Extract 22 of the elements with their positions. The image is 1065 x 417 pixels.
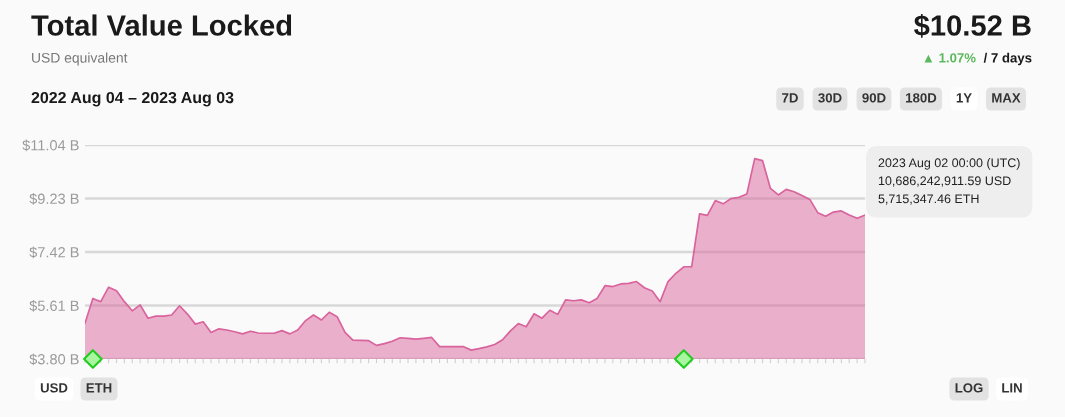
text: 2023 Aug 02 00:00 (UTC) 10,686,242,911.59 USD 5,715,347.46 ETH <box>878 158 1020 205</box>
text: 30D <box>818 93 842 103</box>
y-tick-label: $11.04 B <box>22 139 79 152</box>
text: / 7 days <box>983 52 1032 66</box>
text: 1Y <box>956 93 972 103</box>
text: 90D <box>862 93 886 103</box>
text: $10.52 B <box>914 13 1031 38</box>
text: 180D <box>906 93 937 103</box>
text: LOG <box>955 383 983 393</box>
chart-title: Total Value Locked <box>31 14 292 36</box>
text: 2022 Aug 04 – 2023 Aug 03 <box>31 91 234 107</box>
y-tick-label: $9.23 B <box>29 192 79 205</box>
text: ETH <box>86 383 112 393</box>
text: 7D <box>782 93 798 103</box>
text: LIN <box>1002 383 1022 393</box>
y-tick-label: $3.80 B <box>29 353 79 366</box>
text: USD <box>40 383 68 393</box>
text: ▲ 1.07% <box>924 53 976 63</box>
y-tick-label: $7.42 B <box>29 246 79 259</box>
y-tick-label: $5.61 B <box>29 299 79 312</box>
chart-subtitle: USD equivalent <box>32 52 128 66</box>
text: MAX <box>992 93 1021 103</box>
